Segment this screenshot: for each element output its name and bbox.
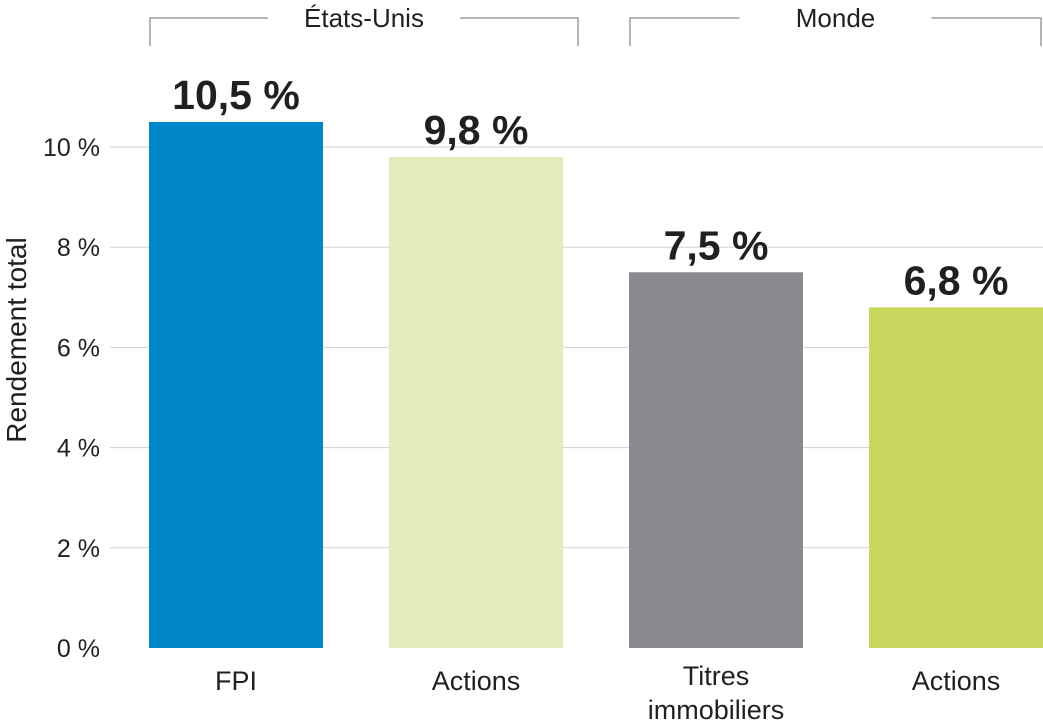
y-tick-label: 0 % (57, 635, 100, 663)
data-label: 7,5 % (664, 222, 769, 268)
group-bracket-left (149, 17, 268, 46)
data-label: 10,5 % (172, 72, 300, 118)
y-tick-label: 10 % (43, 134, 100, 162)
category-label: Actions (912, 666, 1001, 696)
group-label: Monde (796, 3, 876, 33)
category-label: immobiliers (648, 695, 785, 723)
data-label: 9,8 % (424, 107, 529, 153)
y-tick-label: 2 % (57, 535, 100, 563)
y-tick-label: 4 % (57, 435, 100, 463)
category-label: Actions (432, 666, 521, 696)
bar (629, 272, 803, 648)
bar (149, 121, 323, 648)
group-label: États-Unis (304, 3, 424, 33)
group-bracket-right (931, 17, 1042, 46)
bar (389, 157, 563, 648)
category-label: Titres (683, 661, 750, 691)
data-label: 6,8 % (904, 257, 1009, 303)
y-tick-label: 8 % (57, 234, 100, 262)
bar (869, 307, 1043, 648)
category-label: FPI (215, 666, 257, 696)
group-bracket-right (460, 17, 579, 46)
group-bracket-left (629, 17, 740, 46)
y-axis-label: Rendement total (1, 237, 32, 442)
y-tick-label: 6 % (57, 334, 100, 362)
